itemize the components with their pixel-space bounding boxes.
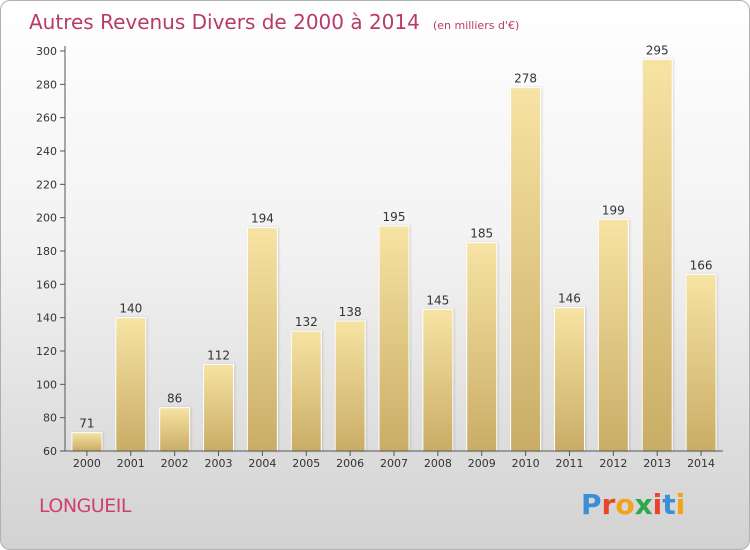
x-tick-label: 2009 <box>468 457 496 470</box>
x-tick-label: 2012 <box>599 457 627 470</box>
y-axis: 60 80 100 120 140 160 180 200 220 240 260 280 300 <box>36 45 66 458</box>
y-tick-label: 240 <box>36 145 57 158</box>
x-tick-label: 2008 <box>424 457 452 470</box>
bar <box>597 218 629 452</box>
x-tick-label: 2007 <box>380 457 408 470</box>
logo-letter: P <box>581 488 602 521</box>
logo-letter: i <box>652 488 663 521</box>
bar <box>246 227 278 452</box>
bar <box>685 273 717 452</box>
y-tick-label: 260 <box>36 112 57 125</box>
x-tick-label: 2014 <box>687 457 715 470</box>
bar-value-label: 132 <box>295 315 318 329</box>
logo-letter: x <box>634 488 653 521</box>
x-tick-label: 2010 <box>512 457 540 470</box>
x-axis: 2000 2001 2002 2003 2004 2005 2006 2007 2008 2009… <box>65 450 723 470</box>
bar-value-label: 145 <box>426 293 449 307</box>
bar-value-label: 112 <box>207 348 230 362</box>
bar-value-label: 195 <box>383 210 406 224</box>
bar-value-label: 166 <box>690 258 713 272</box>
bar <box>159 407 191 452</box>
chart-title: Autres Revenus Divers de 2000 à 2014 <box>29 10 420 34</box>
bar-value-label: 199 <box>602 203 625 217</box>
x-tick-label: 2002 <box>161 457 189 470</box>
x-tick-label: 2004 <box>248 457 276 470</box>
bar <box>71 432 103 452</box>
y-tick-label: 160 <box>36 278 57 291</box>
bar <box>641 58 673 452</box>
chart-title-row: Autres Revenus Divers de 2000 à 2014 (en… <box>29 10 519 34</box>
x-tick-label: 2006 <box>336 457 364 470</box>
y-tick-label: 80 <box>43 412 57 425</box>
chart-unit: (en milliers d'€) <box>432 19 520 32</box>
bar <box>115 317 147 452</box>
y-tick-label: 280 <box>36 78 57 91</box>
bar <box>466 242 498 452</box>
x-tick-label: 2011 <box>555 457 583 470</box>
bar-value-label: 71 <box>79 417 94 431</box>
bar-value-label: 138 <box>339 305 362 319</box>
bar <box>378 225 410 452</box>
bar-value-label: 86 <box>167 392 182 406</box>
commune-name: LONGUEIL <box>39 495 131 517</box>
y-tick-label: 300 <box>36 45 57 58</box>
x-tick-label: 2000 <box>73 457 101 470</box>
y-tick-label: 100 <box>36 378 57 391</box>
x-tick-label: 2001 <box>117 457 145 470</box>
bar-value-label: 194 <box>251 212 274 226</box>
y-tick-label: 140 <box>36 312 57 325</box>
logo-letter: o <box>615 488 635 521</box>
x-tick-label: 2013 <box>643 457 671 470</box>
bar <box>553 307 585 452</box>
logo-letter: r <box>601 488 616 521</box>
x-tick-label: 2005 <box>292 457 320 470</box>
bar-value-label: 295 <box>646 43 669 57</box>
y-tick-label: 60 <box>43 445 57 458</box>
bar-value-label: 146 <box>558 292 581 306</box>
y-tick-label: 120 <box>36 345 57 358</box>
y-tick-label: 200 <box>36 212 57 225</box>
bar <box>203 363 235 452</box>
bar <box>422 308 454 452</box>
bar-value-label: 278 <box>514 72 537 86</box>
bar <box>290 330 322 452</box>
y-tick-label: 220 <box>36 178 57 191</box>
bar <box>510 87 542 452</box>
x-tick-label: 2003 <box>205 457 233 470</box>
y-tick-label: 180 <box>36 245 57 258</box>
proxiti-logo: Proxiti <box>581 488 685 521</box>
logo-letter: t <box>662 488 676 521</box>
bar <box>334 320 366 452</box>
bars: 71 140 86 112 194 132 138 195 145 185 278 146 199 295… <box>71 43 717 452</box>
logo-letter: i <box>675 488 686 521</box>
bar-value-label: 185 <box>470 227 493 241</box>
bar-value-label: 140 <box>119 302 142 316</box>
